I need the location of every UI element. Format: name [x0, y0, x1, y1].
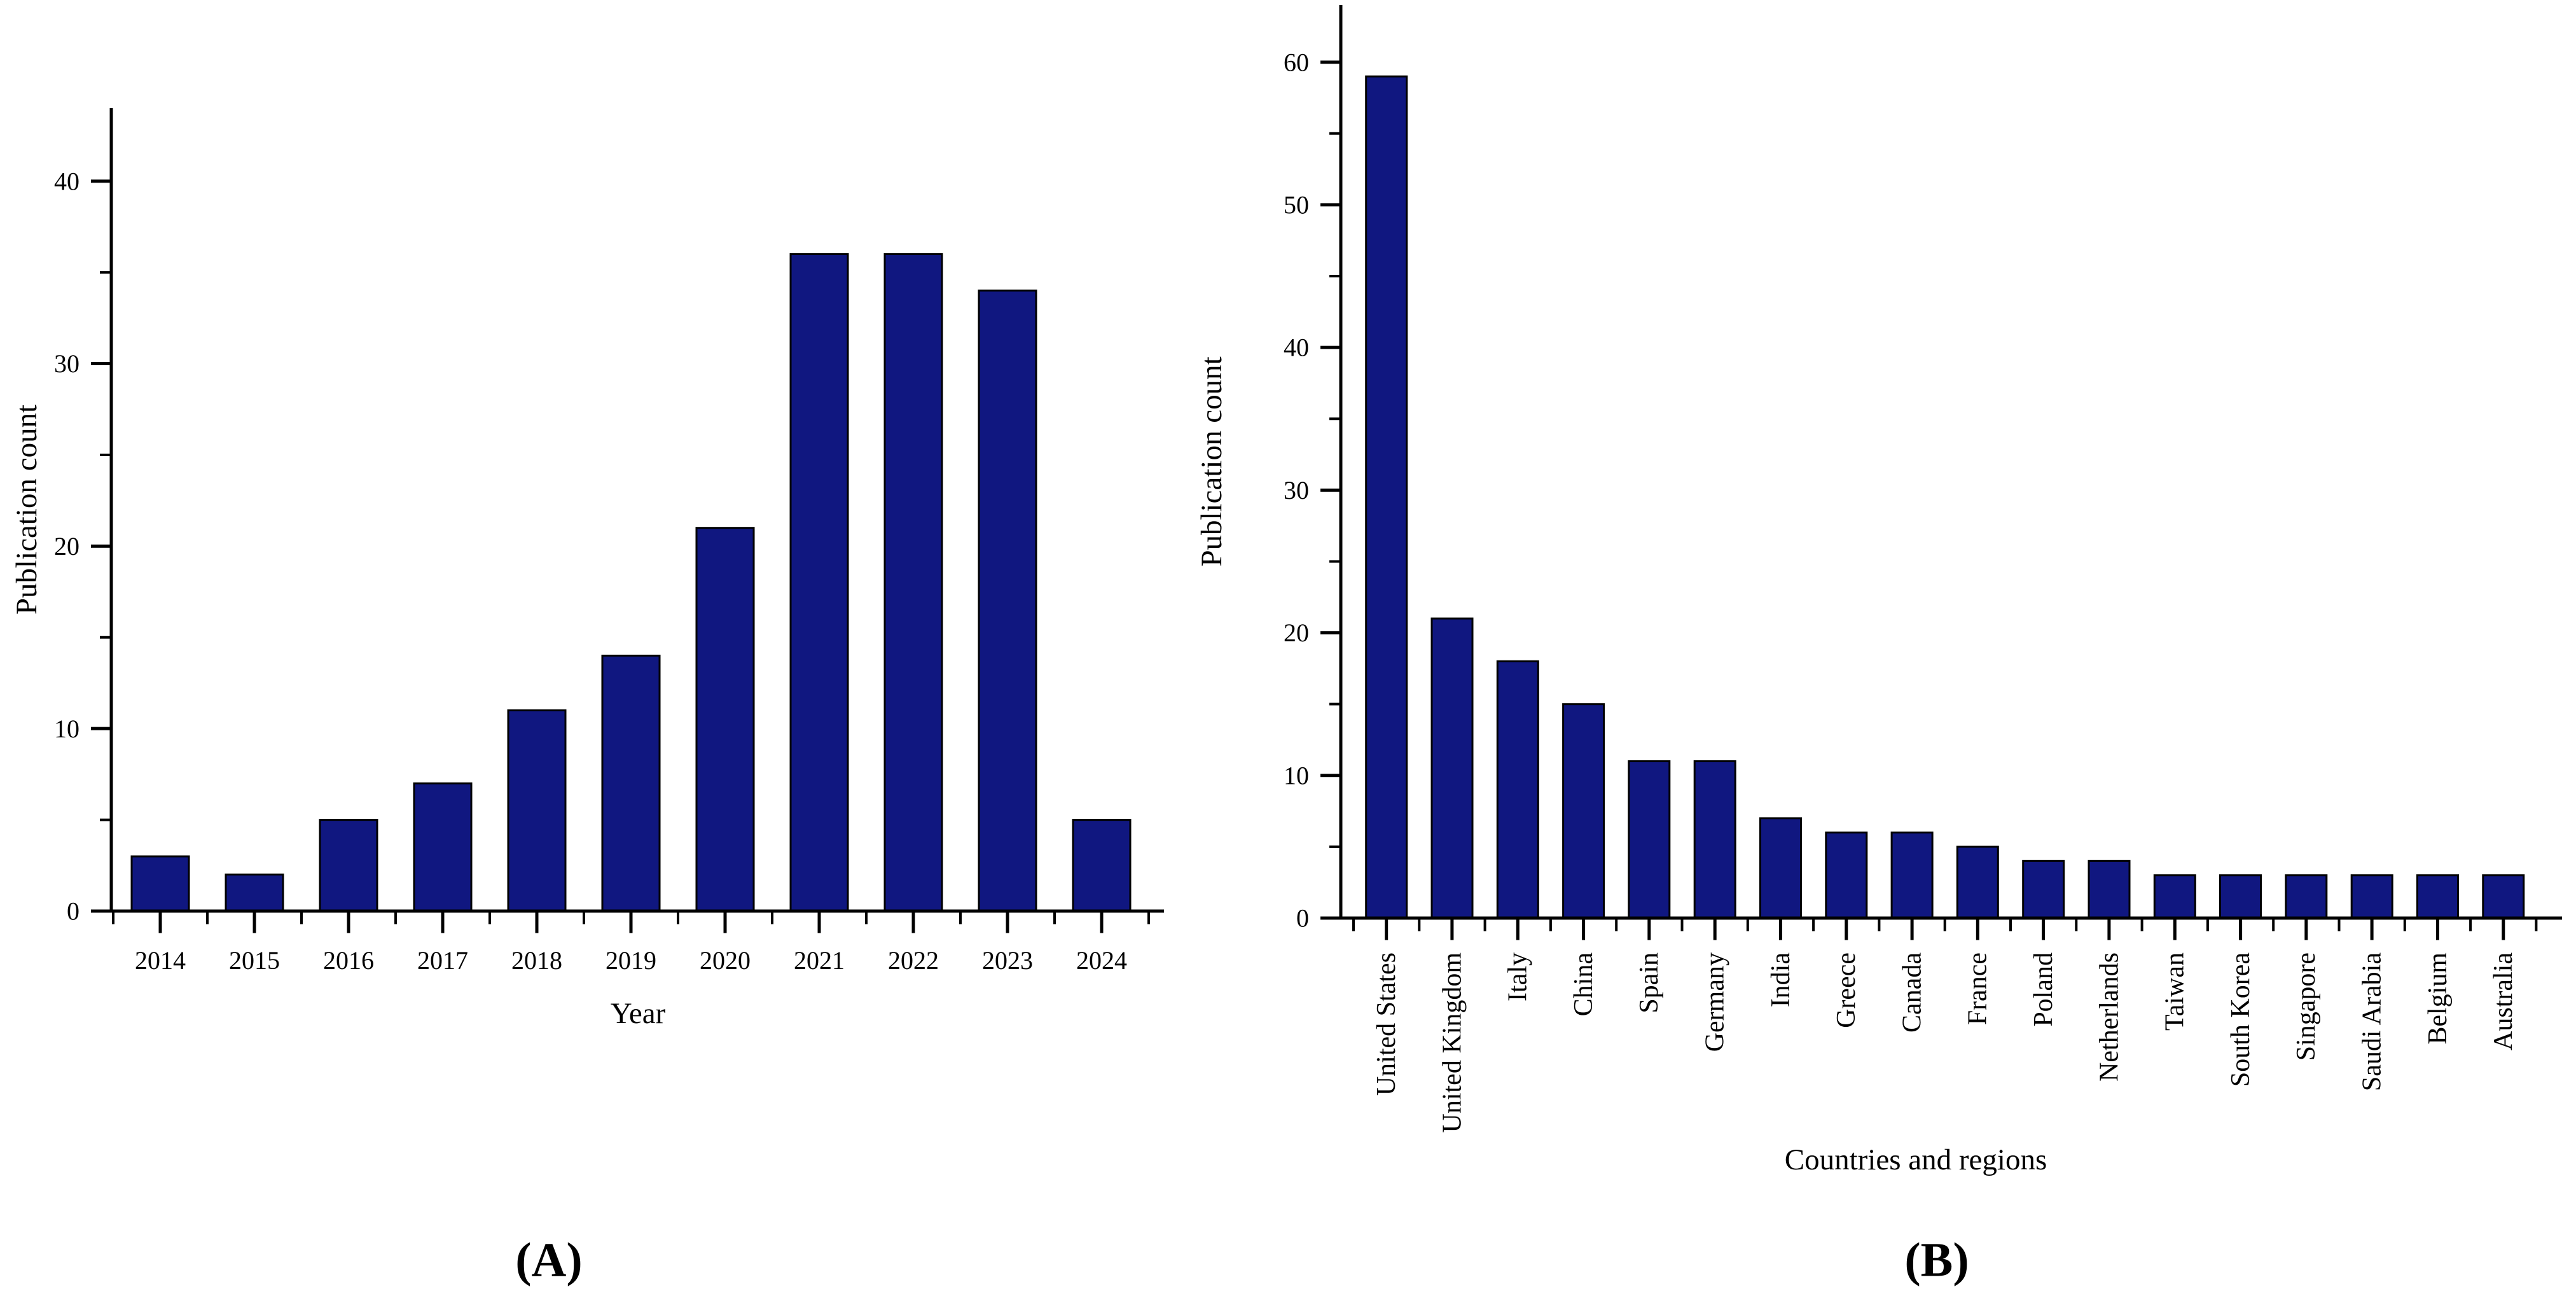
bar-2015	[225, 874, 284, 912]
bar-2019	[601, 655, 661, 912]
bar-2022	[883, 253, 943, 912]
x-tick-label: 2023	[982, 946, 1033, 975]
y-tick-label: 10	[1284, 761, 1309, 790]
bar-poland	[2022, 860, 2065, 919]
y-tick-label: 0	[1296, 904, 1309, 933]
bar-taiwan	[2153, 874, 2196, 919]
panel-b-chart: 0 10 20 30 40 50 60 United States United Kingdom…	[1195, 5, 2562, 1176]
bar-united-states	[1365, 75, 1408, 919]
bar-belgium	[2416, 874, 2459, 919]
x-tick-label: 2018	[511, 946, 562, 975]
bar-2021	[789, 253, 849, 912]
y-axis-title: Publication count	[10, 405, 43, 615]
bar-united-kingdom	[1430, 617, 1474, 919]
y-tick-label: 20	[1284, 618, 1309, 647]
x-axis-title: Year	[611, 997, 666, 1030]
x-tick-label: Germany	[1701, 952, 1730, 1052]
x-tick-label: Greece	[1832, 952, 1861, 1028]
bar-australia	[2482, 874, 2525, 919]
x-tick-label: Canada	[1898, 952, 1927, 1033]
bar-2024	[1072, 819, 1132, 912]
x-tick-label: 2020	[700, 946, 751, 975]
y-tick-label: 30	[54, 349, 80, 378]
x-tick-label: 2016	[323, 946, 374, 975]
y-tick-label: 40	[1284, 333, 1309, 362]
x-tick-label: 2022	[888, 946, 939, 975]
x-tick-label: China	[1569, 952, 1598, 1017]
panel-a-caption: (A)	[515, 1233, 583, 1287]
x-tick-label: Netherlands	[2095, 952, 2124, 1082]
bar-italy	[1496, 660, 1539, 919]
bar-singapore	[2285, 874, 2328, 919]
x-tick-label: South Korea	[2226, 952, 2255, 1087]
bar-germany	[1693, 760, 1736, 919]
bar-france	[1956, 846, 1999, 919]
bar-greece	[1825, 832, 1868, 919]
x-axis-title: Countries and regions	[1785, 1143, 2047, 1176]
panel-b-caption: (B)	[1904, 1233, 1969, 1287]
x-tick-label: United Kingdom	[1437, 952, 1467, 1133]
bar-2023	[978, 289, 1037, 912]
bar-spain	[1628, 760, 1671, 919]
x-tick-label: 2017	[417, 946, 468, 975]
bar-2017	[413, 782, 473, 912]
x-tick-label: Saudi Arabia	[2358, 952, 2387, 1091]
y-tick-label: 60	[1284, 48, 1309, 76]
x-tick-label: Poland	[2029, 952, 2058, 1027]
bar-netherlands	[2088, 860, 2131, 919]
x-tick-label: United States	[1372, 952, 1401, 1096]
y-axis-title: Publication count	[1195, 356, 1228, 566]
panel-a-chart: 0 10 20 30 40 2014 2015 2016 2017 2018 2019 2020 202…	[10, 108, 1164, 1030]
x-tick-label: 2014	[135, 946, 186, 975]
x-tick-label: Belgium	[2423, 952, 2453, 1045]
bar-2016	[319, 819, 378, 912]
x-tick-label: 2024	[1076, 946, 1127, 975]
bar-2020	[695, 527, 755, 912]
x-tick-label: India	[1766, 952, 1796, 1008]
bar-canada	[1890, 832, 1934, 919]
x-tick-label: 2019	[606, 946, 656, 975]
x-tick-label: Singapore	[2292, 952, 2321, 1061]
x-tick-label: Australia	[2489, 952, 2518, 1050]
x-tick-label: 2021	[794, 946, 845, 975]
x-tick-label: France	[1963, 952, 1993, 1025]
y-tick-label: 20	[54, 532, 80, 561]
x-tick-label: Taiwan	[2161, 952, 2190, 1031]
y-tick-label: 10	[54, 714, 80, 743]
x-tick-label: Spain	[1635, 952, 1664, 1014]
bar-2018	[507, 709, 567, 912]
bar-2014	[130, 855, 190, 912]
bar-china	[1562, 703, 1605, 919]
y-tick-label: 30	[1284, 476, 1309, 505]
bar-south-korea	[2219, 874, 2262, 919]
bar-india	[1759, 817, 1802, 919]
x-tick-label: Italy	[1504, 952, 1533, 1001]
y-tick-label: 0	[67, 897, 80, 926]
y-tick-label: 40	[54, 167, 80, 195]
bar-saudi-arabia	[2350, 874, 2393, 919]
x-tick-label: 2015	[229, 946, 280, 975]
y-tick-label: 50	[1284, 191, 1309, 219]
